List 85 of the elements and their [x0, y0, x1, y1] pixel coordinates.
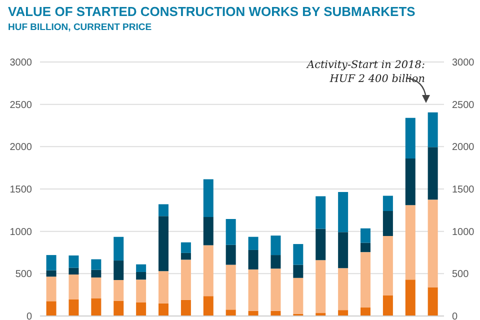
bar — [180, 252, 191, 260]
y2-tick-label: 2500 — [452, 100, 475, 111]
bar — [114, 260, 124, 280]
bar — [270, 236, 281, 256]
y2-tick-label: 0 — [452, 312, 458, 320]
bar — [91, 270, 102, 278]
y2-tick-label: 500 — [452, 269, 470, 280]
bar — [226, 219, 236, 245]
bar — [405, 118, 416, 159]
y2-tick-label: 2000 — [452, 142, 475, 154]
bar — [405, 280, 416, 316]
y-tick-label: 1000 — [10, 226, 32, 238]
y2-tick-label: 1500 — [452, 184, 475, 196]
bar — [226, 310, 236, 316]
bar — [338, 268, 348, 310]
bar — [136, 264, 146, 272]
bar — [360, 242, 371, 252]
bar — [382, 295, 393, 316]
bar — [114, 236, 124, 261]
y-tick-label: 1500 — [10, 184, 32, 196]
y-tick-label: 2000 — [10, 142, 32, 154]
y2-tick-label: 1000 — [452, 226, 475, 238]
bar — [46, 255, 56, 270]
bar — [46, 276, 56, 302]
y-tick-label: 2500 — [10, 100, 32, 111]
bar — [203, 296, 214, 316]
bar — [46, 301, 56, 316]
bar — [114, 300, 124, 316]
bar — [91, 277, 102, 298]
bar — [248, 250, 258, 270]
bar — [338, 192, 348, 232]
bar — [180, 242, 191, 253]
bar — [91, 259, 102, 270]
bar — [136, 280, 146, 302]
y-tick-label: 3000 — [10, 58, 32, 69]
chart-subtitle: HUF BILLION, CURRENT PRICE — [8, 22, 152, 33]
bar — [428, 200, 438, 288]
bar — [405, 158, 416, 206]
bar — [180, 300, 191, 316]
bar — [180, 260, 191, 300]
bar — [360, 252, 371, 308]
bar — [203, 179, 214, 217]
bar — [382, 236, 393, 296]
bar — [68, 255, 79, 268]
bar — [405, 205, 416, 280]
bar — [316, 228, 326, 260]
bar — [270, 268, 281, 311]
bar — [293, 244, 304, 265]
y2-tick-label: 3000 — [452, 58, 475, 69]
bar — [338, 232, 348, 268]
bar — [203, 216, 214, 246]
bar — [136, 302, 146, 316]
chart-title: VALUE OF STARTED CONSTRUCTION WORKS BY SUBMARKETS — [8, 4, 416, 19]
bar — [338, 310, 348, 316]
bar — [158, 303, 169, 316]
bar — [158, 204, 169, 216]
bar — [428, 287, 438, 316]
bar — [226, 264, 236, 310]
y-tick-label: 500 — [15, 269, 32, 280]
bar — [203, 245, 214, 296]
bar — [91, 298, 102, 316]
bar — [68, 274, 79, 300]
bar — [158, 216, 169, 272]
bar — [270, 255, 281, 269]
bar — [136, 272, 146, 280]
bar — [382, 211, 393, 236]
y-tick-label: 0 — [26, 312, 32, 320]
bar — [382, 196, 393, 212]
bar — [360, 308, 371, 316]
bar — [248, 236, 258, 250]
bar — [316, 260, 326, 314]
bar — [114, 280, 124, 301]
bar — [248, 269, 258, 311]
bar — [68, 299, 79, 316]
bar — [158, 271, 169, 304]
bar — [428, 147, 438, 200]
bar — [428, 112, 438, 148]
bar — [316, 196, 326, 229]
annotation: Activity-Start in 2018: HUF 2 400 billion — [305, 58, 425, 86]
bar — [360, 228, 371, 243]
bar — [226, 244, 236, 265]
bar — [68, 268, 79, 275]
bar — [293, 278, 304, 314]
bar — [46, 270, 56, 277]
bar — [293, 264, 304, 278]
